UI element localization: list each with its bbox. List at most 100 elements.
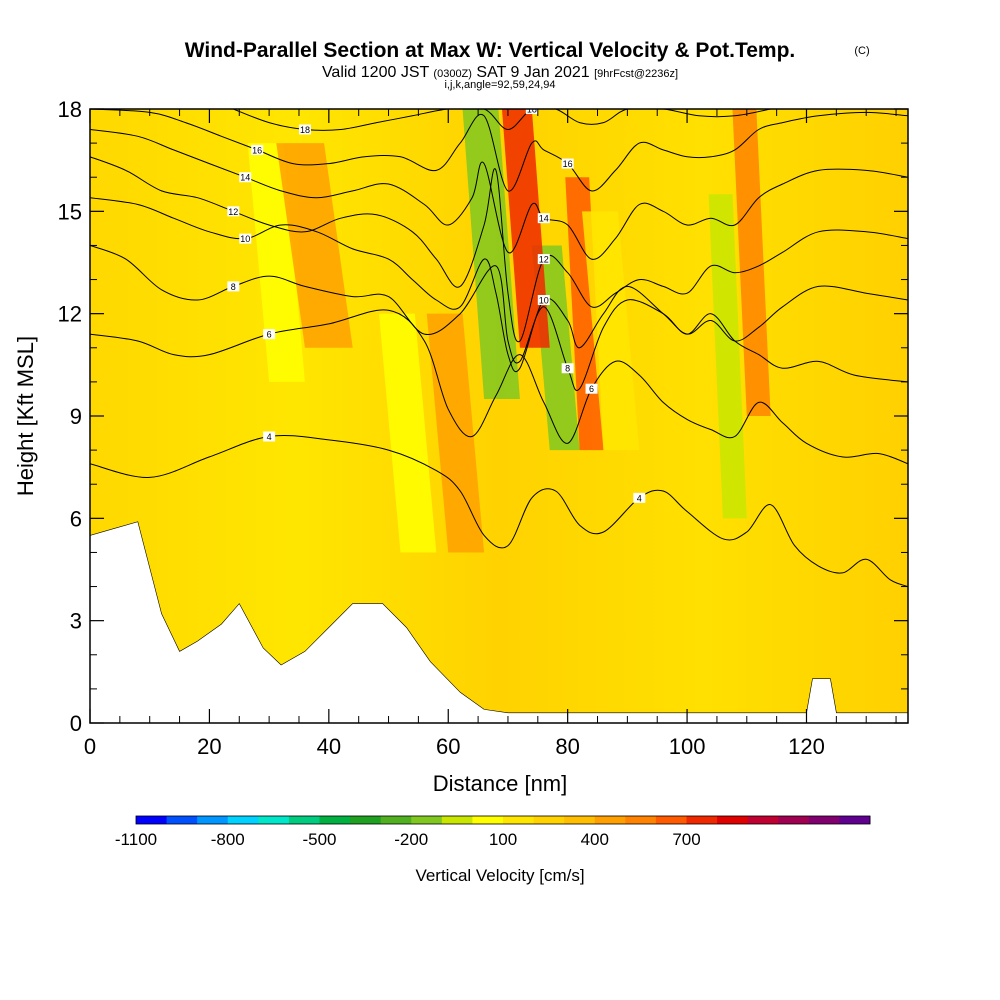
colorbar-swatch	[350, 816, 382, 824]
svg-text:18: 18	[527, 105, 537, 115]
colorbar-swatch	[594, 816, 626, 824]
colorbar-swatch	[380, 816, 412, 824]
colorbar-tick-label: -1100	[115, 830, 157, 849]
contour-label: 6	[263, 329, 276, 340]
colorbar-tick-label: -800	[211, 830, 245, 849]
y-tick-label: 6	[70, 506, 82, 531]
x-tick-label: 120	[788, 734, 825, 759]
contour-line	[90, 244, 908, 391]
y-tick-label: 12	[58, 302, 82, 327]
colorbar-swatch	[136, 816, 168, 824]
colorbar-tick-label: -200	[394, 830, 428, 849]
terrain-mask	[90, 521, 908, 723]
colorbar-swatch	[258, 816, 290, 824]
y-tick-label: 3	[70, 609, 82, 634]
contour-line	[90, 109, 908, 192]
svg-text:10: 10	[240, 234, 250, 244]
x-tick-label: 100	[669, 734, 706, 759]
svg-text:6: 6	[267, 330, 272, 340]
contour-label: 12	[537, 254, 550, 265]
plot-area: 4 4 6 6 8 8 10 10 12 12 14 14 16 16 18 18	[90, 105, 908, 723]
contour-label: 6	[585, 383, 598, 394]
colorbar-swatch	[625, 816, 657, 824]
velocity-band	[501, 109, 550, 348]
contour-label: 10	[537, 295, 550, 306]
chart-subtitle: Valid 1200 JST (0300Z) SAT 9 Jan 2021 [9…	[322, 64, 678, 81]
svg-text:12: 12	[228, 207, 238, 217]
velocity-band	[581, 211, 640, 451]
colorbar-frame	[135, 815, 871, 825]
contour-label: 8	[561, 363, 574, 374]
contour-line	[90, 434, 908, 588]
contour-label: 14	[239, 172, 252, 183]
velocity-band	[565, 177, 604, 451]
colorbar-swatch	[747, 816, 779, 824]
subtitle-valid: Valid 1200 JST	[322, 64, 430, 81]
colorbar-swatch	[717, 816, 749, 824]
contour-line	[90, 129, 908, 260]
velocity-band	[247, 143, 305, 382]
svg-text:16: 16	[563, 159, 573, 169]
contour-label: 4	[633, 492, 646, 503]
contour-line	[90, 309, 908, 465]
colorbar-tick-label: 700	[672, 830, 700, 849]
x-tick-label: 80	[555, 734, 579, 759]
svg-text:10: 10	[539, 296, 549, 306]
colorbar-swatch	[411, 816, 443, 824]
colorbar-swatch	[564, 816, 596, 824]
x-tick-label: 20	[197, 734, 221, 759]
colorbar-tick-label: 100	[489, 830, 517, 849]
contour-label: 12	[227, 206, 240, 217]
svg-text:16: 16	[252, 145, 262, 155]
colorbar-swatch	[778, 816, 810, 824]
svg-text:14: 14	[240, 173, 250, 183]
contour-line	[90, 197, 908, 373]
svg-text:4: 4	[637, 493, 642, 503]
contour-label: 18	[525, 105, 538, 115]
colorbar: -1100 -800 -500 -200 100 400 700	[115, 815, 871, 849]
x-axis-label: Distance [nm]	[433, 771, 568, 796]
colorbar-swatch	[472, 816, 504, 824]
svg-text:8: 8	[565, 364, 570, 374]
colorbar-tick-label: -500	[302, 830, 336, 849]
contour-label: 16	[561, 158, 574, 169]
contour-line	[90, 156, 908, 343]
contour-label: 10	[239, 233, 252, 244]
y-tick-label: 0	[70, 711, 82, 736]
svg-text:8: 8	[231, 282, 236, 292]
y-tick-label: 18	[58, 97, 82, 122]
terrain-shape	[90, 521, 908, 723]
colorbar-swatch	[288, 816, 320, 824]
velocity-band	[708, 194, 747, 519]
chart-title: Wind-Parallel Section at Max W: Vertical…	[185, 39, 796, 62]
svg-text:6: 6	[589, 384, 594, 394]
colorbar-swatch	[503, 816, 535, 824]
svg-text:4: 4	[267, 432, 272, 442]
subtitle-utc: (0300Z)	[433, 68, 472, 80]
svg-text:12: 12	[539, 255, 549, 265]
colorbar-swatch	[655, 816, 687, 824]
subtitle-forecast: [9hrFcst@2236z]	[594, 68, 678, 80]
contour-label: 16	[251, 144, 264, 155]
velocity-band	[732, 109, 771, 416]
velocity-band	[426, 313, 485, 553]
svg-text:14: 14	[539, 214, 549, 224]
y-tick-label: 15	[58, 199, 82, 224]
colorbar-tick-label: 400	[581, 830, 609, 849]
colorbar-swatch	[166, 816, 198, 824]
axes: 0 20 40 60 80 100 120 0 3 6 9 12 15 18	[58, 97, 908, 759]
x-tick-label: 40	[317, 734, 341, 759]
contour-label: 18	[298, 124, 311, 135]
copyright-mark: (C)	[854, 45, 869, 57]
colorbar-title: Vertical Velocity [cm/s]	[415, 866, 584, 885]
x-tick-label: 0	[84, 734, 96, 759]
chart-subtitle-small: i,j,k,angle=92,59,24,94	[444, 79, 555, 91]
colorbar-swatch	[319, 816, 351, 824]
colorbar-swatch	[533, 816, 565, 824]
colorbar-swatch	[686, 816, 718, 824]
colorbar-swatch	[197, 816, 229, 824]
y-tick-label: 9	[70, 404, 82, 429]
colorbar-swatch	[839, 816, 871, 824]
contour-label: 8	[227, 281, 240, 292]
